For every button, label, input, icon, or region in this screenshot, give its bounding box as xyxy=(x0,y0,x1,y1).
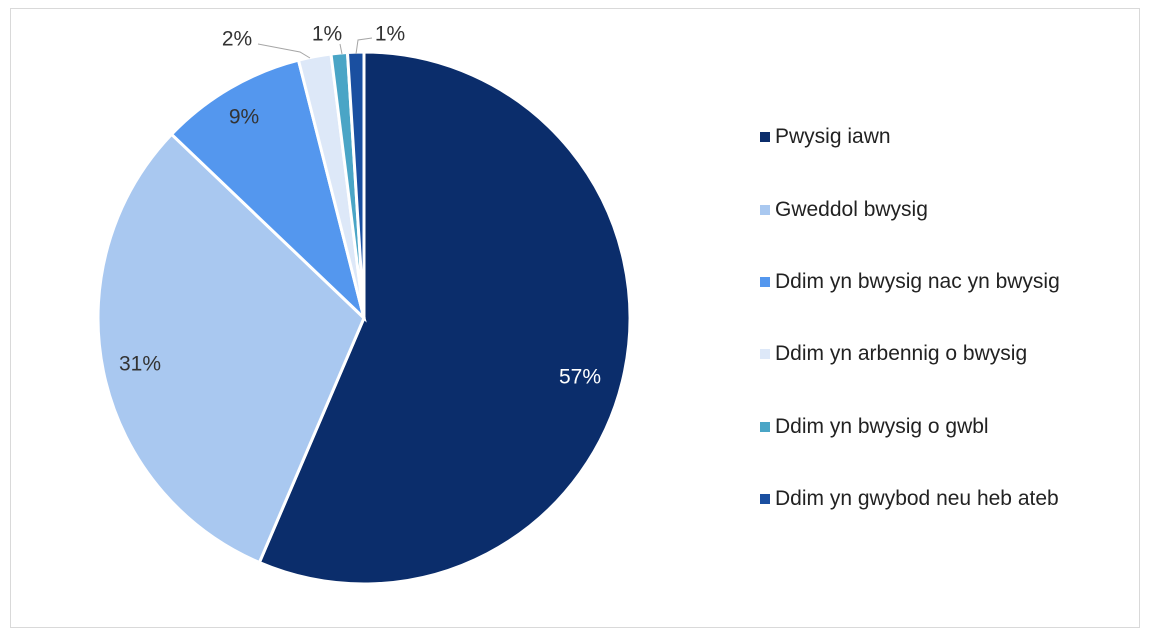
legend-swatch xyxy=(760,277,770,287)
legend-swatch xyxy=(760,349,770,359)
data-label: 9% xyxy=(229,106,259,129)
pie-slice xyxy=(345,50,366,319)
legend-label: Ddim yn bwysig o gwbl xyxy=(775,415,989,438)
data-label: 57% xyxy=(559,366,601,389)
legend-item: Ddim yn arbennig o bwysig xyxy=(760,339,1095,369)
legend-item: Gweddol bwysig xyxy=(760,195,1095,225)
legend-swatch xyxy=(760,494,770,504)
pie-slice xyxy=(257,50,632,586)
legend-label: Gweddol bwysig xyxy=(775,198,928,221)
pie-slice xyxy=(169,58,367,323)
legend-swatch xyxy=(760,205,770,215)
legend-label: Ddim yn gwybod neu heb ateb xyxy=(775,487,1059,510)
legend-item: Pwysig iawn xyxy=(760,122,1095,152)
data-label: 1% xyxy=(312,23,342,46)
legend-label: Ddim yn bwysig nac yn bwysig xyxy=(775,270,1060,293)
leader-line xyxy=(257,43,311,59)
legend-label: Pwysig iawn xyxy=(775,125,891,148)
data-label: 2% xyxy=(222,28,252,51)
data-label: 31% xyxy=(119,353,161,376)
leader-line xyxy=(355,37,373,55)
legend-item: Ddim yn gwybod neu heb ateb xyxy=(760,484,1095,514)
legend-label: Ddim yn arbennig o bwysig xyxy=(775,342,1028,365)
leader-line xyxy=(339,43,343,55)
legend-item: Ddim yn bwysig nac yn bwysig xyxy=(760,267,1095,297)
legend-item: Ddim yn bwysig o gwbl xyxy=(760,412,1095,442)
pie-slice xyxy=(96,132,366,565)
legend-swatch xyxy=(760,422,770,432)
legend-swatch xyxy=(760,132,770,142)
data-label: 1% xyxy=(375,23,405,46)
